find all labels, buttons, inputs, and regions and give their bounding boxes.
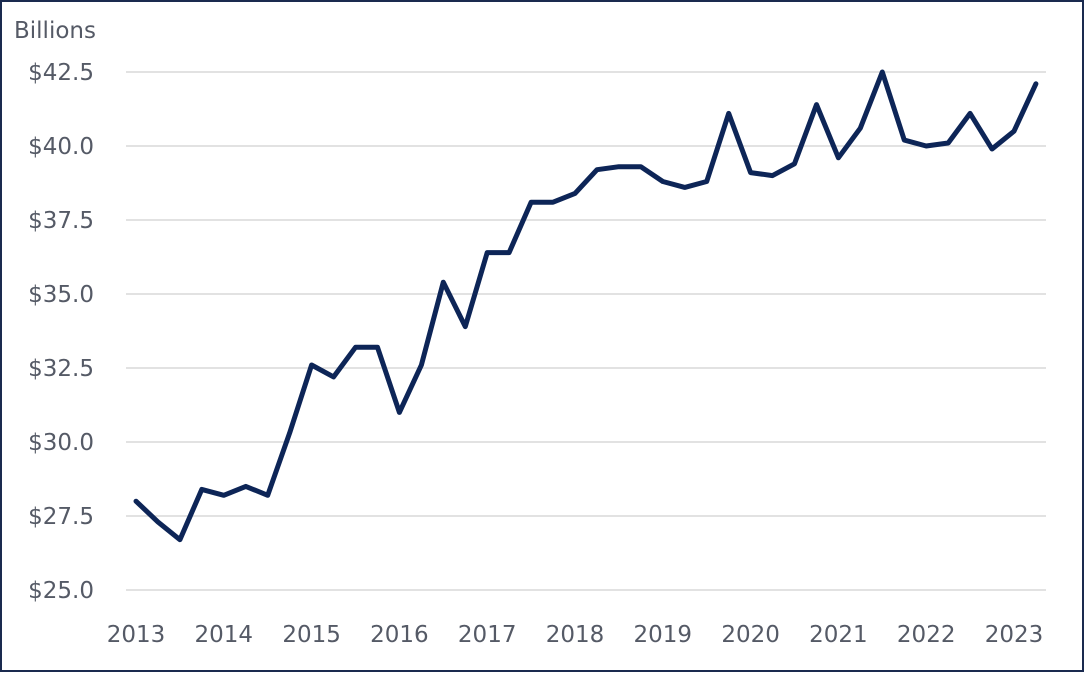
y-tick-label: $35.0 bbox=[28, 282, 94, 308]
x-tick-label: 2022 bbox=[897, 622, 956, 648]
series-line bbox=[133, 69, 1039, 543]
x-axis: 2013 2014 2015 2016 2017 2018 2019 2020 2021 2022… bbox=[107, 622, 1044, 648]
x-tick-label: 2015 bbox=[282, 622, 341, 648]
y-tick-label: $32.5 bbox=[28, 356, 94, 382]
gridlines bbox=[126, 71, 1046, 591]
y-tick-label: $27.5 bbox=[28, 504, 94, 530]
x-tick-label: 2014 bbox=[195, 622, 254, 648]
y-axis: $25.0 $27.5 $30.0 $32.5 $35.0 $37.5 $40.0 $42.5 bbox=[28, 60, 94, 604]
y-tick-label: $25.0 bbox=[28, 578, 94, 604]
x-tick-label: 2013 bbox=[107, 622, 166, 648]
x-tick-label: 2023 bbox=[985, 622, 1044, 648]
x-tick-label: 2016 bbox=[370, 622, 429, 648]
y-tick-label: $42.5 bbox=[28, 60, 94, 86]
y-axis-unit-label: Billions bbox=[14, 18, 96, 44]
x-tick-label: 2018 bbox=[546, 622, 605, 648]
y-tick-label: $40.0 bbox=[28, 134, 94, 160]
x-tick-label: 2021 bbox=[809, 622, 868, 648]
x-tick-label: 2017 bbox=[458, 622, 517, 648]
x-tick-label: 2020 bbox=[721, 622, 780, 648]
x-tick-label: 2019 bbox=[634, 622, 693, 648]
y-tick-label: $37.5 bbox=[28, 208, 94, 234]
y-tick-label: $30.0 bbox=[28, 430, 94, 456]
